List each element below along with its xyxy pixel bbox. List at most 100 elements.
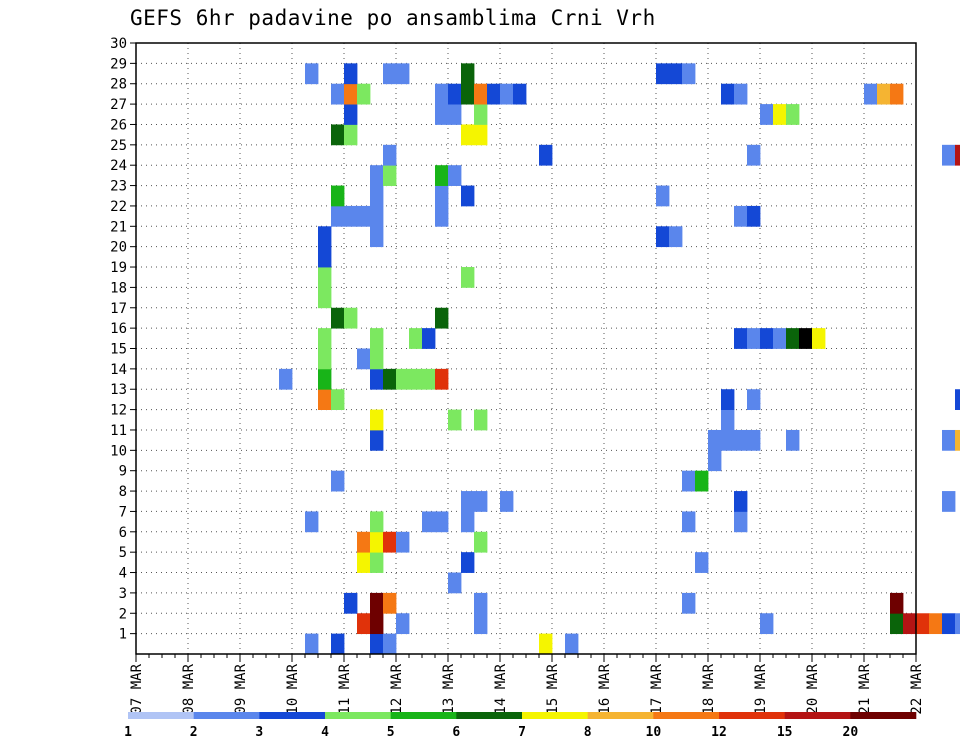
precip-cell bbox=[656, 185, 670, 207]
precip-cell bbox=[435, 104, 449, 125]
legend-label: 5 bbox=[387, 725, 395, 740]
y-tick-label: 18 bbox=[110, 280, 127, 296]
precip-cell bbox=[370, 531, 384, 553]
precip-cell bbox=[461, 491, 475, 512]
precip-cell bbox=[331, 205, 345, 227]
precip-cell bbox=[708, 429, 722, 451]
precip-cell bbox=[448, 83, 462, 105]
precip-cell bbox=[955, 389, 960, 410]
precip-cell bbox=[318, 389, 332, 410]
precip-cell bbox=[682, 592, 696, 614]
y-tick-label: 4 bbox=[119, 566, 127, 582]
x-tick-label: 21 MAR bbox=[857, 663, 873, 714]
precip-cell bbox=[760, 613, 774, 635]
y-tick-label: 28 bbox=[110, 77, 127, 93]
precip-cell bbox=[370, 613, 384, 635]
x-tick-label: 20 MAR bbox=[805, 663, 821, 714]
y-tick-label: 11 bbox=[110, 423, 127, 439]
y-tick-label: 19 bbox=[110, 260, 127, 276]
precip-cell bbox=[383, 165, 397, 186]
precip-cell bbox=[331, 185, 345, 207]
precip-cell bbox=[357, 348, 371, 370]
legend-swatch bbox=[259, 712, 326, 719]
precip-cell bbox=[890, 613, 904, 635]
precip-cell bbox=[747, 205, 761, 227]
precip-cell bbox=[734, 491, 748, 512]
precip-cell bbox=[786, 328, 800, 349]
chart-title: GEFS 6hr padavine po ansamblima Crni Vrh bbox=[130, 6, 656, 30]
precip-cell bbox=[331, 124, 345, 146]
precip-cell bbox=[461, 124, 475, 146]
precip-cell bbox=[344, 307, 358, 329]
precip-cell bbox=[955, 144, 960, 166]
precip-cell bbox=[461, 511, 475, 533]
precip-cell bbox=[344, 83, 358, 105]
precip-cell bbox=[370, 552, 384, 573]
precip-cell bbox=[448, 572, 462, 594]
precip-cell bbox=[461, 83, 475, 105]
precip-cell bbox=[864, 83, 878, 105]
precip-cell bbox=[305, 633, 319, 655]
precip-cell bbox=[747, 389, 761, 410]
precip-cell bbox=[435, 83, 449, 105]
precip-cell bbox=[656, 63, 670, 85]
precip-cell bbox=[890, 83, 904, 105]
precip-cell bbox=[279, 368, 293, 390]
y-tick-label: 2 bbox=[119, 606, 127, 622]
precip-cell bbox=[799, 328, 813, 349]
precip-cell bbox=[370, 165, 384, 186]
precip-cell bbox=[942, 144, 956, 166]
precip-cell bbox=[721, 83, 735, 105]
precip-cell bbox=[760, 104, 774, 125]
precip-cell bbox=[396, 368, 410, 390]
precip-cell bbox=[370, 511, 384, 533]
legend-label: 3 bbox=[255, 725, 263, 740]
legend-swatch bbox=[850, 712, 917, 719]
precip-cell bbox=[318, 328, 332, 349]
x-tick-label: 07 MAR bbox=[129, 663, 145, 714]
precip-cell bbox=[344, 205, 358, 227]
precip-cell bbox=[721, 409, 735, 431]
precip-cell bbox=[461, 552, 475, 573]
precip-cell bbox=[409, 368, 423, 390]
precip-cell bbox=[357, 531, 371, 553]
y-tick-label: 16 bbox=[110, 321, 127, 337]
legend-swatch bbox=[522, 712, 588, 719]
precip-cell bbox=[383, 592, 397, 614]
precip-cell bbox=[916, 613, 930, 635]
precip-cell bbox=[344, 104, 358, 125]
precip-cell bbox=[474, 491, 488, 512]
precip-cell bbox=[669, 226, 683, 248]
precip-cell bbox=[370, 409, 384, 431]
precip-cell bbox=[422, 368, 436, 390]
precip-cell bbox=[305, 511, 319, 533]
color-legend: 1 2 3 4 5 6 7 8 10 12 15 20 bbox=[124, 712, 917, 740]
precip-cell bbox=[435, 205, 449, 227]
precip-cell bbox=[331, 389, 345, 410]
precip-cell bbox=[461, 63, 475, 85]
legend-swatch bbox=[784, 712, 851, 719]
precip-cell bbox=[955, 613, 960, 635]
precip-cell bbox=[331, 470, 345, 492]
precip-cell bbox=[474, 592, 488, 614]
precip-cell bbox=[435, 511, 449, 533]
precip-cell bbox=[435, 185, 449, 207]
precip-cell bbox=[357, 205, 371, 227]
precip-cell bbox=[370, 592, 384, 614]
x-tick-label: 18 MAR bbox=[701, 663, 717, 714]
precip-cell bbox=[370, 429, 384, 451]
precip-cell bbox=[474, 83, 488, 105]
legend-swatch bbox=[193, 712, 260, 719]
precip-cell bbox=[344, 63, 358, 85]
precip-cell bbox=[734, 511, 748, 533]
precip-cell bbox=[318, 267, 332, 288]
precip-cell bbox=[812, 328, 826, 349]
y-tick-label: 24 bbox=[110, 158, 127, 174]
y-tick-label: 17 bbox=[110, 301, 127, 317]
precip-cell bbox=[474, 104, 488, 125]
legend-swatch bbox=[587, 712, 654, 719]
precip-cell bbox=[734, 205, 748, 227]
precip-cell bbox=[942, 429, 956, 451]
y-tick-label: 10 bbox=[110, 443, 127, 459]
y-tick-label: 23 bbox=[110, 179, 127, 195]
